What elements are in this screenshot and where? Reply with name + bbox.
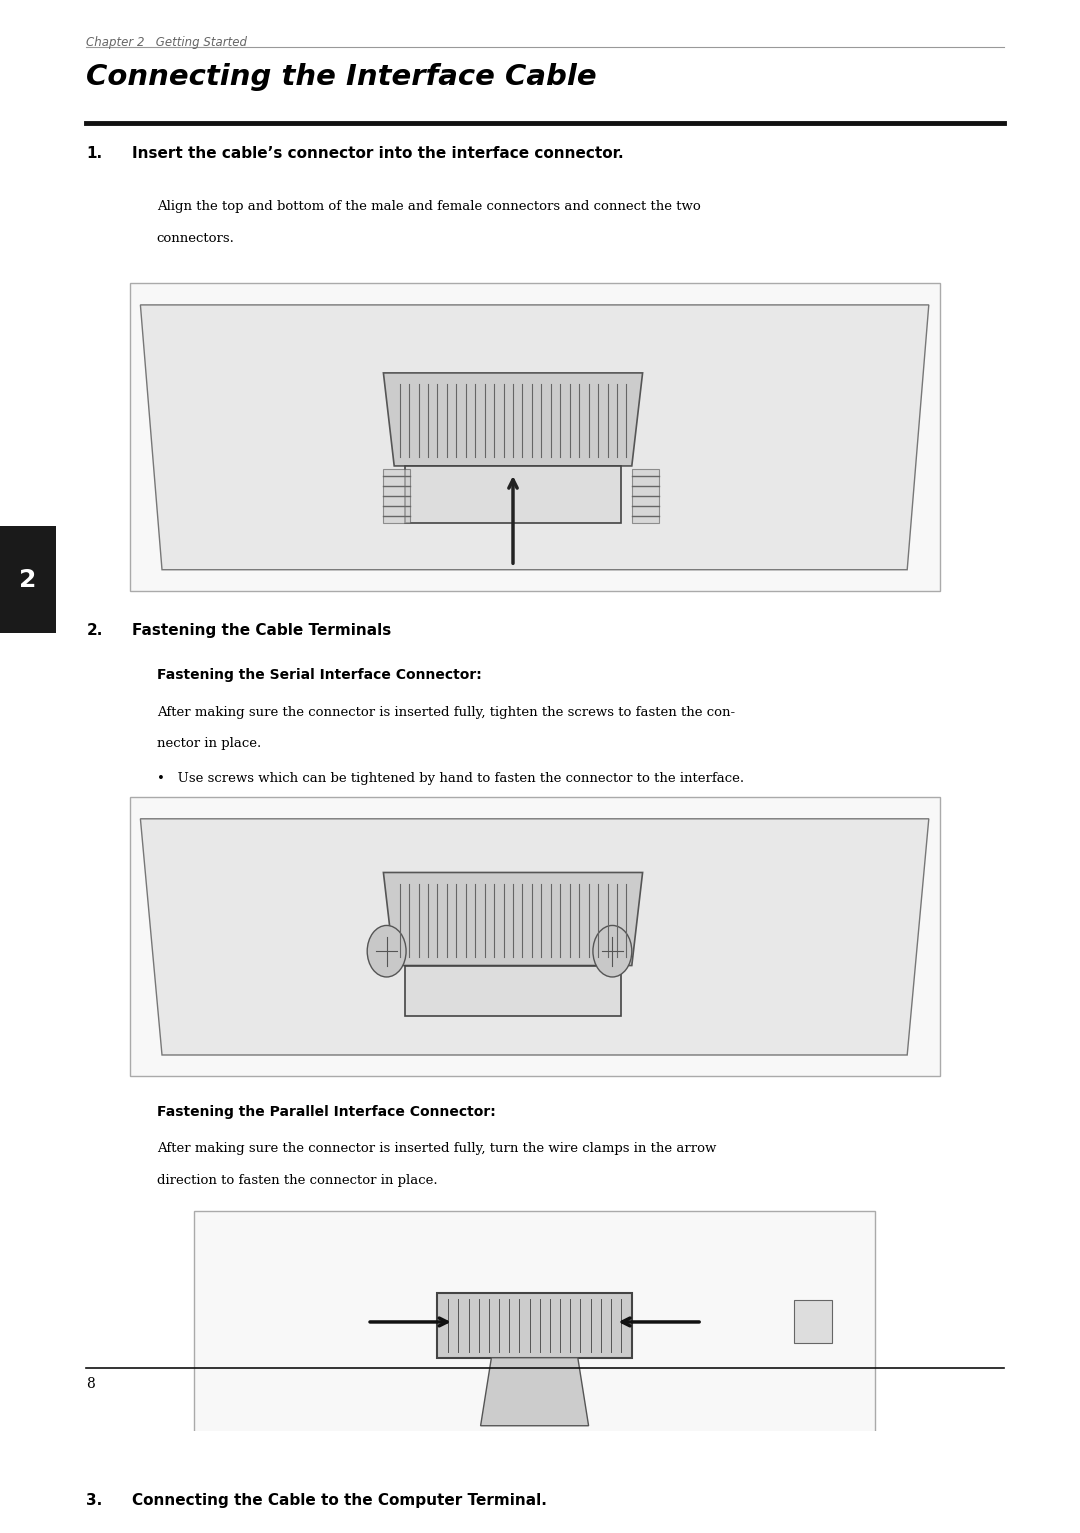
Text: Fastening the Parallel Interface Connector:: Fastening the Parallel Interface Connect… (157, 1105, 496, 1119)
Text: Fastening the Serial Interface Connector:: Fastening the Serial Interface Connector… (157, 668, 482, 682)
Text: nector in place.: nector in place. (157, 737, 261, 750)
Bar (383, 469, 410, 523)
Text: Align the top and bottom of the male and female connectors and connect the two: Align the top and bottom of the male and… (157, 201, 700, 213)
Circle shape (367, 926, 406, 977)
Text: 8: 8 (86, 1377, 95, 1390)
Polygon shape (140, 305, 929, 570)
Bar (130, 797, 940, 1076)
Text: 2: 2 (19, 567, 37, 592)
Text: Connecting the Cable to the Computer Terminal.: Connecting the Cable to the Computer Ter… (132, 1493, 546, 1508)
Text: connectors.: connectors. (157, 231, 234, 245)
Polygon shape (140, 819, 929, 1055)
Text: Connecting the Interface Cable: Connecting the Interface Cable (86, 63, 597, 90)
Polygon shape (383, 872, 643, 966)
Polygon shape (481, 1358, 589, 1426)
Text: 2.: 2. (86, 622, 103, 638)
Bar (632, 469, 659, 523)
Circle shape (593, 926, 632, 977)
Text: Insert the cable’s connector into the interface connector.: Insert the cable’s connector into the in… (132, 146, 623, 161)
Text: 3.: 3. (86, 1493, 103, 1508)
Bar (130, 284, 940, 592)
Text: After making sure the connector is inserted fully, tighten the screws to fasten : After making sure the connector is inser… (157, 705, 734, 719)
Text: •   Use screws which can be tightened by hand to fasten the connector to the int: • Use screws which can be tightened by h… (157, 771, 744, 785)
Bar (405, 966, 621, 1016)
Polygon shape (383, 373, 643, 466)
Text: After making sure the connector is inserted fully, turn the wire clamps in the a: After making sure the connector is inser… (157, 1142, 716, 1156)
Text: 1.: 1. (86, 146, 103, 161)
Text: Fastening the Cable Terminals: Fastening the Cable Terminals (132, 622, 391, 638)
Bar (0, 526, 56, 633)
Text: direction to fasten the connector in place.: direction to fasten the connector in pla… (157, 1174, 437, 1187)
Bar (194, 1211, 875, 1461)
Bar (437, 1294, 632, 1358)
Bar (405, 466, 621, 523)
Text: Chapter 2   Getting Started: Chapter 2 Getting Started (86, 35, 247, 49)
Bar (794, 1300, 832, 1343)
